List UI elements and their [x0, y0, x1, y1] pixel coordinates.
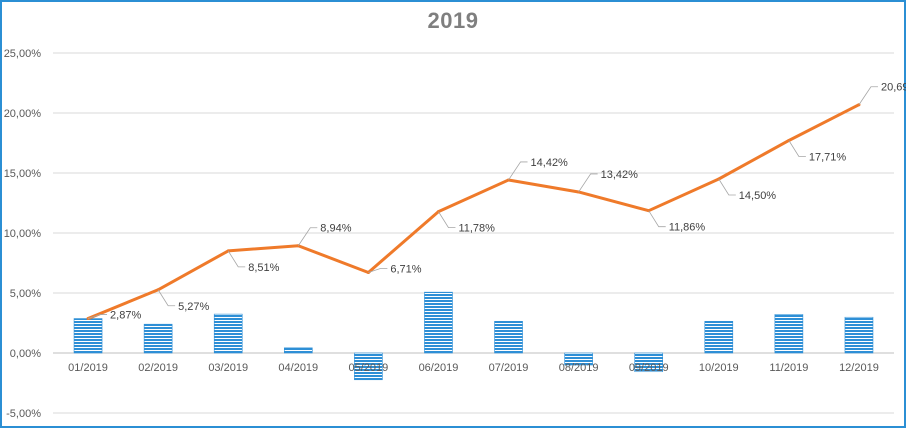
data-label: 14,50% [739, 190, 777, 202]
data-label: 13,42% [601, 169, 639, 181]
label-leader-line [858, 86, 878, 105]
label-leader-line [648, 210, 666, 228]
bar [354, 352, 383, 381]
label-leader-line [157, 289, 176, 307]
y-tick-label: 10,00% [4, 228, 42, 240]
label-leader-line [508, 161, 528, 181]
bar [844, 316, 874, 354]
x-tick-label: 12/2019 [839, 362, 879, 374]
y-tick-label: 25,00% [4, 48, 42, 60]
bar [424, 291, 453, 354]
y-tick-label: 20,00% [4, 108, 42, 120]
x-tick-label: 03/2019 [208, 362, 248, 374]
x-tick-label: 07/2019 [489, 362, 529, 374]
data-label: 14,42% [531, 157, 569, 169]
bar [634, 352, 664, 373]
label-leader-line [788, 140, 806, 157]
bar [774, 314, 804, 354]
data-label: 11,86% [669, 222, 706, 234]
data-label: 2,87% [110, 310, 141, 322]
label-leader-line [227, 250, 246, 268]
cumulative-line [87, 103, 860, 320]
bar [494, 321, 523, 354]
bar [213, 313, 243, 354]
bar [143, 323, 173, 354]
data-label: 5,27% [178, 301, 209, 313]
label-leader-line [438, 211, 456, 229]
x-tick-label: 05/2019 [348, 362, 388, 374]
y-tick-label: 5,00% [10, 288, 41, 300]
x-tick-label: 08/2019 [559, 362, 599, 374]
label-leader-line [87, 314, 108, 319]
label-leader-line [718, 178, 736, 196]
x-tick-label: 09/2019 [629, 362, 669, 374]
bar [283, 347, 313, 354]
y-tick-label: -5,00% [6, 408, 41, 420]
x-tick-label: 10/2019 [699, 362, 739, 374]
bar [564, 352, 593, 366]
label-leader-line [578, 173, 598, 193]
x-tick-label: 01/2019 [68, 362, 108, 374]
data-label: 11,78% [458, 223, 495, 235]
data-label: 6,71% [390, 263, 421, 275]
y-tick-label: 15,00% [4, 168, 42, 180]
label-leader-line [297, 227, 318, 246]
data-label: 8,51% [248, 262, 279, 274]
x-tick-label: 02/2019 [138, 362, 178, 374]
bar [704, 321, 734, 354]
x-tick-label: 06/2019 [419, 362, 459, 374]
y-tick-label: 0,00% [10, 348, 41, 360]
chart-title: 2019 [427, 8, 479, 33]
x-tick-label: 04/2019 [278, 362, 318, 374]
data-label: 17,71% [809, 151, 847, 163]
x-tick-label: 11/2019 [769, 362, 808, 374]
bar [73, 318, 103, 354]
data-label: 20,69% [881, 82, 906, 94]
label-leader-line [368, 268, 388, 273]
data-label: 8,94% [320, 223, 351, 235]
